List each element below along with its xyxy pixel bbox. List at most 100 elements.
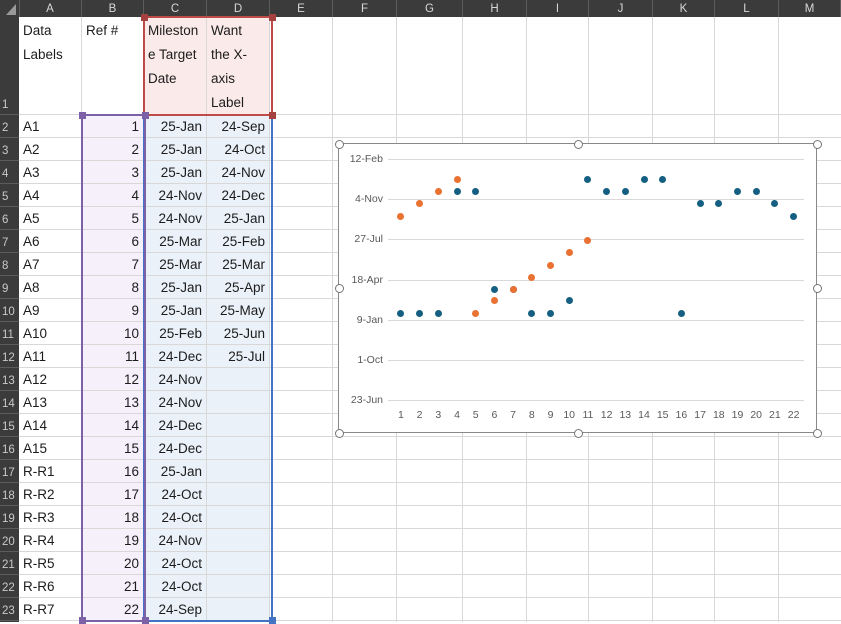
scatter-point-milestone[interactable] [734, 188, 741, 196]
cell-D13[interactable] [207, 368, 270, 391]
cell-C13[interactable]: 24-Nov [144, 368, 207, 391]
cell-D8[interactable]: 25-Mar [207, 253, 270, 276]
cell-B2[interactable]: 1 [82, 115, 144, 138]
column-header-I[interactable]: I [527, 0, 589, 17]
scatter-point-milestone[interactable] [771, 200, 779, 208]
chart-selection-handle[interactable] [812, 283, 822, 293]
cell-B21[interactable]: 20 [82, 552, 144, 575]
range-handle[interactable] [79, 112, 86, 119]
scatter-point-milestone[interactable] [603, 188, 611, 196]
cell-A2[interactable]: A1 [19, 115, 82, 138]
range-handle[interactable] [142, 112, 149, 119]
scatter-point-milestone[interactable] [565, 297, 573, 305]
row-header-14[interactable]: 14 [0, 391, 19, 414]
cell-B12[interactable]: 11 [82, 345, 144, 368]
cell-B7[interactable]: 6 [82, 230, 144, 253]
chart-selection-handle[interactable] [573, 428, 583, 438]
scatter-point-xlabel[interactable] [509, 286, 517, 294]
cell-A9[interactable]: A8 [19, 276, 82, 299]
scatter-point-xlabel[interactable] [547, 261, 554, 269]
cell-A23[interactable]: R-R7 [19, 598, 82, 621]
range-handle[interactable] [269, 617, 276, 624]
column-header-A[interactable]: A [19, 0, 82, 17]
scatter-point-milestone[interactable] [659, 175, 667, 183]
row-header-19[interactable]: 19 [0, 506, 19, 529]
row-header-4[interactable]: 4 [0, 161, 19, 184]
scatter-point-milestone[interactable] [547, 309, 554, 317]
cell-C10[interactable]: 25-Jan [144, 299, 207, 322]
scatter-point-xlabel[interactable] [416, 200, 424, 208]
cell-C12[interactable]: 24-Dec [144, 345, 207, 368]
scatter-point-milestone[interactable] [640, 175, 648, 183]
cell-A21[interactable]: R-R5 [19, 552, 82, 575]
cell-D11[interactable]: 25-Jun [207, 322, 270, 345]
scatter-chart[interactable]: 23-Jun 1-Oct 9-Jan 18-Apr 27-Jul 4-Nov 12-Feb 1… [334, 139, 822, 438]
chart-selection-handle[interactable] [334, 428, 344, 438]
cell-C11[interactable]: 25-Feb [144, 322, 207, 345]
cell-A8[interactable]: A7 [19, 253, 82, 276]
cell-B3[interactable]: 2 [82, 138, 144, 161]
cell-D4[interactable]: 24-Nov [207, 161, 270, 184]
cell-C20[interactable]: 24-Nov [144, 529, 207, 552]
column-header-C[interactable]: C [144, 0, 207, 17]
row-header-7[interactable]: 7 [0, 230, 19, 253]
cell-A12[interactable]: A11 [19, 345, 82, 368]
cell-D22[interactable] [207, 575, 270, 598]
cell-C4[interactable]: 25-Jan [144, 161, 207, 184]
scatter-point-xlabel[interactable] [528, 273, 536, 281]
scatter-point-milestone[interactable] [752, 188, 760, 196]
cell-B8[interactable]: 7 [82, 253, 144, 276]
cell-D3[interactable]: 24-Oct [207, 138, 270, 161]
cell-A14[interactable]: A13 [19, 391, 82, 414]
cell-B16[interactable]: 15 [82, 437, 144, 460]
cell-D6[interactable]: 25-Jan [207, 207, 270, 230]
cell-B15[interactable]: 14 [82, 414, 144, 437]
scatter-point-xlabel[interactable] [434, 188, 442, 196]
cell-D15[interactable] [207, 414, 270, 437]
cell-D5[interactable]: 24-Dec [207, 184, 270, 207]
row-header-16[interactable]: 16 [0, 437, 19, 460]
cell-D9[interactable]: 25-Apr [207, 276, 270, 299]
cell-B9[interactable]: 8 [82, 276, 144, 299]
cell-B1[interactable]: Ref # [82, 17, 144, 115]
cell-C17[interactable]: 25-Jan [144, 460, 207, 483]
cell-C6[interactable]: 24-Nov [144, 207, 207, 230]
range-handle[interactable] [141, 14, 148, 21]
cell-D1[interactable]: Want the X- axis Label [207, 17, 270, 115]
cell-C2[interactable]: 25-Jan [144, 115, 207, 138]
cell-B19[interactable]: 18 [82, 506, 144, 529]
cell-A13[interactable]: A12 [19, 368, 82, 391]
scatter-point-xlabel[interactable] [397, 212, 405, 220]
cell-D19[interactable] [207, 506, 270, 529]
range-handle[interactable] [142, 617, 149, 624]
cell-B17[interactable]: 16 [82, 460, 144, 483]
cell-B13[interactable]: 12 [82, 368, 144, 391]
cell-C18[interactable]: 24-Oct [144, 483, 207, 506]
scatter-point-milestone[interactable] [472, 188, 480, 196]
row-header-1[interactable]: 1 [0, 17, 19, 115]
cell-B18[interactable]: 17 [82, 483, 144, 506]
scatter-point-xlabel[interactable] [490, 297, 498, 305]
row-header-6[interactable]: 6 [0, 207, 19, 230]
cell-B20[interactable]: 19 [82, 529, 144, 552]
column-header-M[interactable]: M [779, 0, 841, 17]
chart-selection-handle[interactable] [334, 283, 344, 293]
cell-C15[interactable]: 24-Dec [144, 414, 207, 437]
cell-D2[interactable]: 24-Sep [207, 115, 270, 138]
cell-A19[interactable]: R-R3 [19, 506, 82, 529]
row-header-21[interactable]: 21 [0, 552, 19, 575]
scatter-point-xlabel[interactable] [565, 249, 573, 257]
cell-A17[interactable]: R-R1 [19, 460, 82, 483]
chart-selection-handle[interactable] [812, 428, 822, 438]
range-handle[interactable] [79, 617, 86, 624]
column-header-E[interactable]: E [270, 0, 333, 17]
scatter-point-milestone[interactable] [434, 309, 442, 317]
cell-A22[interactable]: R-R6 [19, 575, 82, 598]
row-header-15[interactable]: 15 [0, 414, 19, 437]
row-header-18[interactable]: 18 [0, 483, 19, 506]
cell-B4[interactable]: 3 [82, 161, 144, 184]
cell-C9[interactable]: 25-Jan [144, 276, 207, 299]
cell-A11[interactable]: A10 [19, 322, 82, 345]
column-header-F[interactable]: F [333, 0, 397, 17]
cell-B14[interactable]: 13 [82, 391, 144, 414]
